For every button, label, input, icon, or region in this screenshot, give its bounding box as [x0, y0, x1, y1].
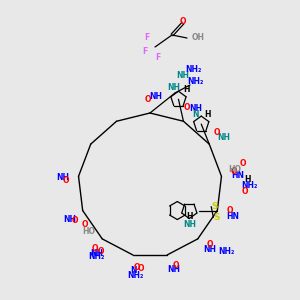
- Text: HN: HN: [231, 171, 244, 180]
- Text: NH: NH: [90, 249, 103, 258]
- Text: S: S: [213, 213, 220, 222]
- Text: N: N: [192, 110, 199, 118]
- Text: F: F: [155, 52, 160, 62]
- Text: NH: NH: [217, 133, 230, 142]
- Text: F: F: [142, 46, 148, 56]
- Text: O: O: [82, 220, 88, 229]
- Text: NH₂: NH₂: [185, 64, 201, 74]
- Text: H: H: [186, 212, 193, 221]
- Text: HN: HN: [226, 212, 239, 221]
- Text: O: O: [92, 244, 98, 253]
- Text: O: O: [242, 187, 248, 196]
- Text: O: O: [98, 247, 104, 256]
- Text: NH: NH: [167, 83, 180, 92]
- Text: O: O: [63, 176, 69, 185]
- Text: NH: NH: [176, 70, 190, 80]
- Text: O: O: [71, 216, 78, 225]
- Text: O: O: [214, 128, 220, 137]
- Text: N: N: [130, 266, 136, 275]
- Text: NH: NH: [167, 265, 180, 274]
- Text: O: O: [206, 240, 213, 249]
- Text: O: O: [144, 95, 151, 104]
- Text: O: O: [227, 206, 234, 215]
- Text: O: O: [183, 103, 190, 112]
- Text: H: H: [183, 85, 190, 94]
- Text: NH₂: NH₂: [241, 181, 257, 190]
- Text: NH: NH: [56, 173, 69, 182]
- Text: O: O: [230, 167, 237, 176]
- Text: NH: NH: [63, 215, 76, 224]
- Text: H: H: [244, 175, 250, 184]
- Text: HO: HO: [228, 165, 241, 174]
- Text: NH₂: NH₂: [187, 76, 203, 85]
- Text: O: O: [137, 264, 144, 273]
- Text: NH₂: NH₂: [218, 247, 234, 256]
- Text: NH₂: NH₂: [128, 271, 144, 280]
- Text: NH: NH: [189, 103, 202, 112]
- Text: O: O: [172, 260, 178, 269]
- Text: NH₂: NH₂: [88, 252, 105, 261]
- Text: OH: OH: [192, 34, 205, 43]
- Text: NH: NH: [203, 245, 216, 254]
- Text: O: O: [180, 16, 186, 26]
- Text: HO: HO: [82, 227, 95, 236]
- Text: S: S: [211, 202, 217, 211]
- Text: O: O: [240, 159, 247, 168]
- Text: NH: NH: [150, 92, 163, 100]
- Text: NH: NH: [183, 220, 196, 229]
- Text: O: O: [133, 263, 140, 272]
- Text: H: H: [204, 110, 211, 118]
- Text: F: F: [144, 34, 150, 43]
